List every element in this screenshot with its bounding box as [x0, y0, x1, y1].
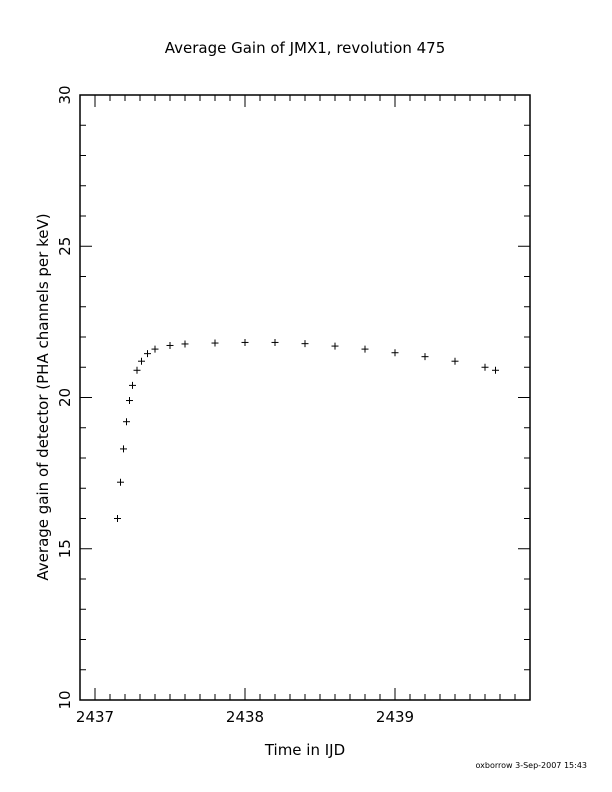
- data-point: [181, 340, 189, 348]
- y-tick-label: 25: [56, 237, 74, 256]
- data-point: [391, 349, 399, 357]
- data-point: [331, 342, 339, 350]
- y-tick-label: 10: [56, 690, 74, 709]
- data-point: [492, 366, 499, 374]
- x-tick-label: 2439: [376, 708, 414, 726]
- x-axis-label: Time in IJD: [264, 741, 345, 759]
- plot-frame: [79, 94, 531, 701]
- data-point: [166, 341, 174, 349]
- y-ticks: [80, 94, 530, 701]
- data-points: [114, 338, 499, 522]
- data-point: [114, 515, 121, 522]
- y-tick-labels: 10 15 20 25 30: [56, 85, 74, 709]
- data-point: [421, 353, 429, 361]
- x-tick-label: 2437: [76, 708, 114, 726]
- data-point: [451, 357, 459, 365]
- x-tick-label: 2438: [226, 708, 264, 726]
- data-point: [151, 345, 159, 353]
- data-point: [123, 418, 130, 426]
- data-point: [301, 340, 309, 348]
- data-point: [126, 397, 133, 405]
- x-ticks: [79, 95, 531, 700]
- chart-title: Average Gain of JMX1, revolution 475: [165, 39, 446, 57]
- footer-timestamp: oxborrow 3-Sep-2007 15:43: [476, 761, 588, 770]
- data-point: [133, 366, 141, 374]
- data-point: [481, 363, 489, 371]
- data-point: [144, 350, 151, 358]
- y-tick-label: 30: [56, 85, 74, 104]
- data-point: [117, 478, 124, 486]
- data-point: [138, 357, 145, 365]
- y-tick-label: 20: [56, 388, 74, 407]
- data-point: [241, 338, 249, 346]
- data-point: [271, 338, 279, 346]
- y-tick-label: 15: [56, 539, 74, 558]
- data-point: [120, 445, 127, 453]
- data-point: [211, 339, 219, 347]
- data-point: [129, 381, 136, 389]
- x-tick-labels: 2437 2438 2439: [76, 708, 414, 726]
- y-axis-label: Average gain of detector (PHA channels p…: [34, 213, 52, 580]
- data-point: [361, 345, 369, 353]
